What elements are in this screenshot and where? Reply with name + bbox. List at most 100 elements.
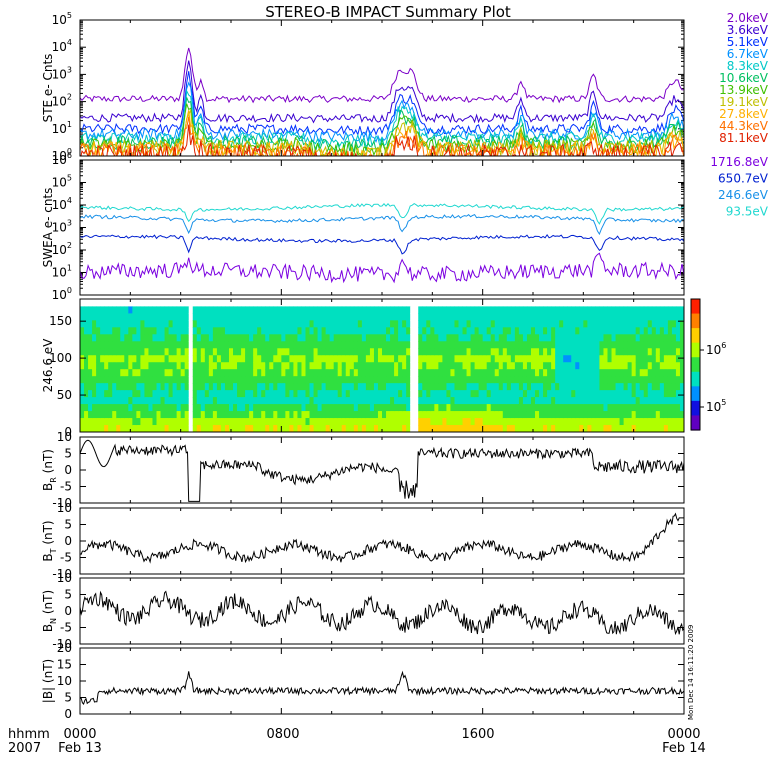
heatmap-cell [224, 425, 230, 433]
heatmap-cell [490, 390, 496, 398]
heatmap-cell [402, 355, 407, 363]
heatmap-cell [639, 355, 645, 363]
heatmap-cell [470, 362, 476, 370]
heatmap-cell [301, 411, 306, 419]
heatmap-cell [313, 376, 319, 384]
heatmap-cell [369, 425, 375, 433]
heatmap-cell [599, 418, 604, 426]
heatmap-cell [321, 404, 327, 412]
heatmap-cell [160, 348, 166, 356]
heatmap-cell [329, 376, 335, 384]
heatmap-cell [394, 397, 399, 405]
heatmap-cell [466, 334, 472, 342]
heatmap-cell [426, 313, 431, 321]
heatmap-cell [245, 341, 250, 349]
heatmap-cell [84, 383, 89, 391]
heatmap-cell [579, 418, 584, 426]
heatmap-cell [104, 327, 109, 335]
heatmap-cell [140, 397, 145, 405]
heatmap-cell [458, 306, 464, 314]
heatmap-cell [535, 334, 540, 342]
heatmap-cell [84, 334, 89, 342]
heatmap-cell [470, 425, 476, 433]
heatmap-cell [643, 397, 649, 405]
heatmap-cell [124, 383, 129, 391]
heatmap-cell [269, 362, 274, 370]
heatmap-cell [204, 404, 210, 412]
heatmap-cell [116, 327, 121, 335]
heatmap-cell [333, 404, 339, 412]
heatmap-cell [140, 327, 145, 335]
heatmap-cell [277, 341, 282, 349]
heatmap-cell [228, 348, 234, 356]
heatmap-cell [164, 306, 170, 314]
heatmap-cell [623, 355, 629, 363]
heatmap-cell [382, 306, 387, 314]
heatmap-cell [635, 341, 641, 349]
heatmap-cell [631, 404, 637, 412]
heatmap-cell [200, 418, 206, 426]
heatmap-cell [132, 327, 137, 335]
heatmap-cell [96, 404, 101, 412]
heatmap-cell [164, 341, 170, 349]
heatmap-cell [567, 355, 572, 363]
heatmap-cell [655, 334, 661, 342]
legend-entry: 246.6eV [718, 188, 769, 202]
legend-entry: 13.9keV [719, 83, 769, 97]
heatmap-cell [136, 306, 141, 314]
heatmap-cell [599, 369, 604, 377]
heatmap-cell [526, 341, 532, 349]
heatmap-cell [313, 327, 319, 335]
heatmap-cell [382, 418, 387, 426]
heatmap-cell [136, 369, 141, 377]
heatmap-cell [394, 327, 399, 335]
heatmap-cell [486, 341, 492, 349]
heatmap-cell [426, 425, 431, 433]
heatmap-cell [394, 418, 399, 426]
heatmap-cell [543, 390, 548, 398]
heatmap-cell [281, 327, 286, 335]
heatmap-cell [502, 369, 508, 377]
heatmap-cell [237, 327, 242, 335]
heatmap-cell [454, 306, 460, 314]
heatmap-cell [241, 397, 246, 405]
heatmap-cell [422, 404, 427, 412]
heatmap-cell [539, 397, 544, 405]
heatmap-cell [341, 341, 347, 349]
heatmap-cell [92, 390, 97, 398]
heatmap-cell [108, 369, 113, 377]
heatmap-cell [498, 369, 504, 377]
legend-entry: 93.5eV [726, 205, 769, 219]
heatmap-cell [506, 348, 512, 356]
heatmap-cell [643, 369, 649, 377]
heatmap-cell [257, 390, 262, 398]
heatmap-cell [394, 369, 399, 377]
heatmap-cell [88, 418, 93, 426]
heatmap-cell [438, 404, 443, 412]
heatmap-cell [132, 418, 137, 426]
heatmap-cell [458, 425, 464, 433]
heatmap-cell [659, 355, 665, 363]
heatmap-cell [136, 327, 141, 335]
heatmap-cell [675, 390, 681, 398]
heatmap-cell [655, 376, 661, 384]
heatmap-cell [349, 313, 355, 321]
heatmap-cell [277, 411, 282, 419]
heatmap-cell [329, 369, 335, 377]
heatmap-cell [563, 334, 568, 342]
heatmap-cell [466, 341, 472, 349]
heatmap-cell [80, 320, 85, 328]
heatmap-cell [200, 425, 206, 433]
heatmap-cell [245, 334, 250, 342]
heatmap-cell [104, 418, 109, 426]
heatmap-cell [237, 397, 242, 405]
heatmap-cell [200, 327, 206, 335]
heatmap-cell [104, 383, 109, 391]
heatmap-cell [168, 404, 174, 412]
heatmap-cell [430, 369, 435, 377]
legend-entry: 44.3keV [719, 119, 769, 133]
heatmap-cell [406, 355, 411, 363]
heatmap-cell [224, 320, 230, 328]
heatmap-cell [675, 334, 681, 342]
heatmap-cell [587, 425, 592, 433]
